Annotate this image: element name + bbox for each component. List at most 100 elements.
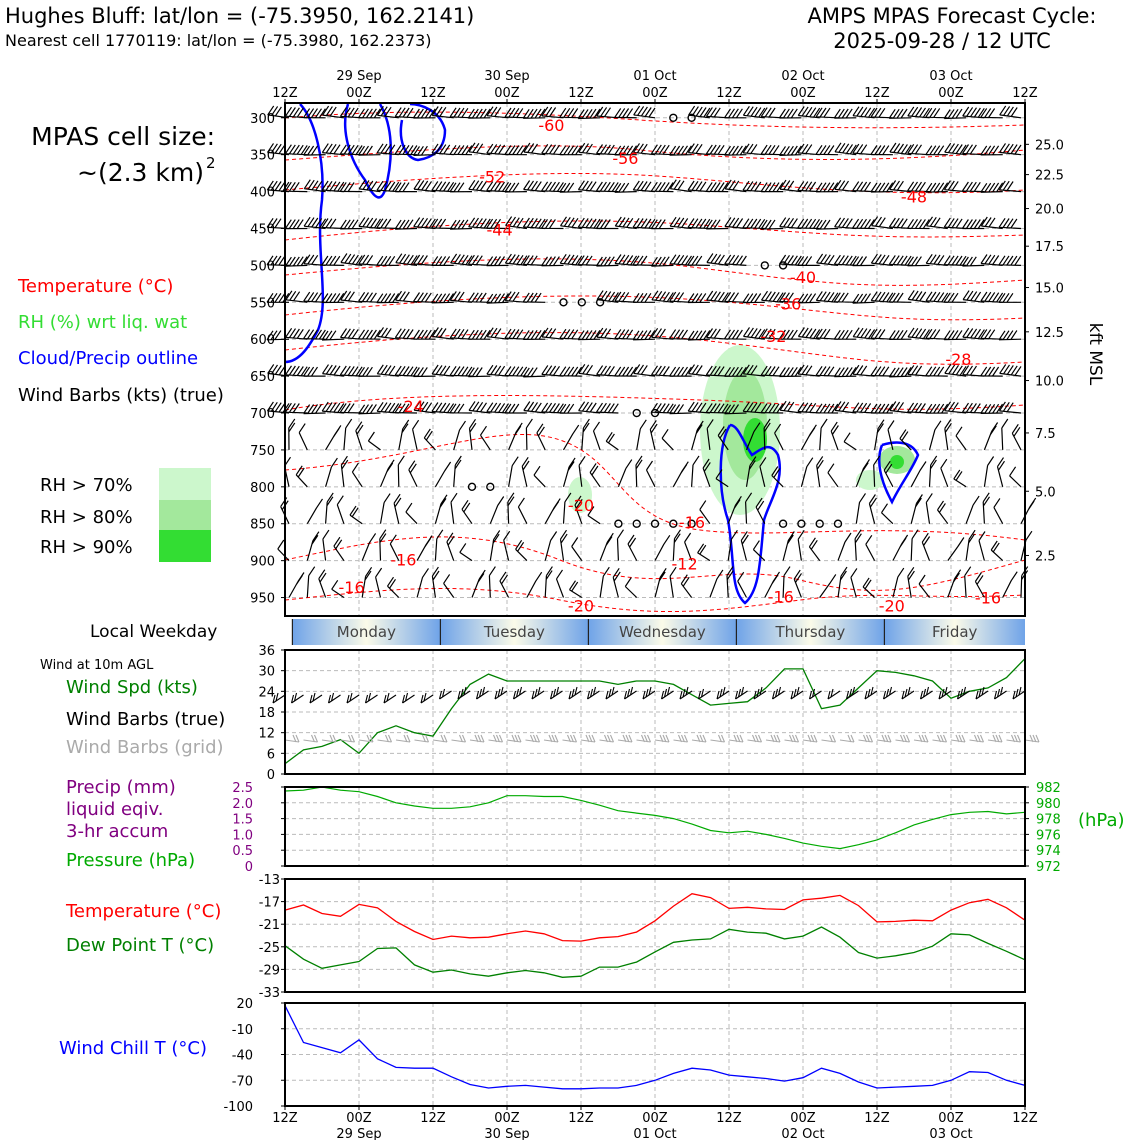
surface-wind-barb-grid xyxy=(913,734,929,743)
surface-wind-barb-grid xyxy=(654,734,670,743)
top-date-label: 03 Oct xyxy=(929,69,972,84)
calm-wind-marker xyxy=(614,519,623,528)
wind-barb xyxy=(870,291,894,303)
wind-barb xyxy=(486,256,509,267)
wind-barb xyxy=(322,529,330,561)
wind-barb xyxy=(340,328,363,340)
wind-barb xyxy=(544,498,561,524)
temperature-isotherm xyxy=(284,587,1026,613)
wind-barb xyxy=(267,364,290,377)
wind-barb xyxy=(468,179,491,193)
wind-barb xyxy=(672,461,689,488)
wind-barb xyxy=(450,253,473,266)
wind-barb xyxy=(431,106,454,119)
wind-barb xyxy=(925,107,948,119)
wind-barb xyxy=(850,568,858,598)
wind-barb xyxy=(808,537,821,561)
wind-barb xyxy=(266,292,290,303)
wind-barb xyxy=(779,254,802,266)
wind-barb xyxy=(815,182,839,193)
wind-barb xyxy=(577,329,601,341)
precip-tick-label: 0 xyxy=(245,860,253,875)
wind-barb xyxy=(852,402,875,414)
wind-barb xyxy=(907,290,930,303)
wind-barb xyxy=(980,216,1003,230)
surface-wind-barb-grid xyxy=(303,734,319,743)
wind-barb xyxy=(508,456,519,487)
bottom-x-tick-label: 12Z xyxy=(864,1111,890,1126)
wind-barb xyxy=(449,182,473,193)
temperature-legend: Temperature (°C) Dew Point T (°C) xyxy=(65,901,221,956)
wind-barb xyxy=(699,500,711,525)
surface-wind-barb-true xyxy=(753,686,767,700)
wind-barb xyxy=(871,216,893,230)
pressure-tick-label: 974 xyxy=(1036,844,1061,859)
surface-wind-barb-grid xyxy=(1024,734,1040,743)
wind-barb xyxy=(819,418,828,450)
pressure-tick-label: 900 xyxy=(250,555,275,570)
height-tick-label: 7.5 xyxy=(1035,427,1056,442)
wind-barb xyxy=(843,432,857,451)
wind-barb xyxy=(562,424,580,451)
wind-barb xyxy=(578,455,586,487)
wind-barb xyxy=(306,566,316,598)
wind-barb xyxy=(614,145,637,156)
wind-barb xyxy=(743,327,766,340)
pressure-tick-label: 750 xyxy=(250,444,275,459)
cross-section-panel: 12Z 00Z 12Z 00Z 12Z 00Z 12Z 00Z 12Z 00Z 12Z 29 Sep 3… xyxy=(250,69,1105,617)
surface-wind-barb-true xyxy=(790,686,804,700)
wind-barb xyxy=(706,328,729,340)
wind-barb xyxy=(632,217,656,230)
wind-barb xyxy=(541,143,564,156)
wind-barb xyxy=(522,217,546,230)
wind-barb xyxy=(669,254,692,266)
wind-barb xyxy=(926,216,948,230)
wind-barb xyxy=(367,431,381,451)
wind-barb xyxy=(303,254,326,266)
wind-barb xyxy=(599,566,610,598)
wind-barb xyxy=(706,253,729,266)
wind-barb xyxy=(974,572,985,598)
wind-barb xyxy=(999,364,1022,377)
surface-wind-barb-true xyxy=(383,692,397,704)
wind-barb xyxy=(614,216,637,230)
y-tick-label: -100 xyxy=(223,1100,253,1115)
surface-wind-barb-grid xyxy=(451,734,467,743)
wind-barb xyxy=(285,327,308,340)
wind-barb xyxy=(614,254,638,266)
surface-wind-barb-grid xyxy=(340,734,356,743)
wind-barb xyxy=(669,366,692,377)
wind-barb xyxy=(852,106,876,119)
wind-barb xyxy=(284,181,308,193)
wind-barb xyxy=(449,365,473,377)
wind-barb xyxy=(376,218,399,230)
wind-barb xyxy=(727,495,742,524)
wind-barb xyxy=(408,460,418,488)
wind-barb xyxy=(559,145,583,156)
wind-barb xyxy=(724,366,747,377)
wind-barb xyxy=(413,254,436,266)
wind-barb xyxy=(947,569,962,598)
surface-wind-barb-true xyxy=(919,686,933,700)
wind-barb xyxy=(724,404,747,415)
y-tick-label: 12 xyxy=(258,727,275,742)
wind-barb xyxy=(562,492,572,524)
bottom-x-tick-label: 00Z xyxy=(346,1111,372,1126)
wind-barb xyxy=(669,291,692,303)
bottom-x-tick-label: 12Z xyxy=(716,1111,742,1126)
temperature-contour-label: -52 xyxy=(479,168,505,187)
wind-barb xyxy=(892,534,909,561)
wind-barb xyxy=(267,143,290,156)
cycle-time: 2025-09-28 / 12 UTC xyxy=(833,29,1051,53)
wind-barb xyxy=(599,532,614,561)
wind-barb xyxy=(627,534,638,561)
surface-wind-barb-grid xyxy=(1006,734,1022,743)
wind-barb xyxy=(325,425,342,451)
wind-barb xyxy=(910,494,923,524)
wind-barb xyxy=(943,180,967,193)
wind-barb xyxy=(559,107,582,119)
wind-barb xyxy=(394,107,418,119)
wind-barb xyxy=(443,574,455,598)
calm-wind-marker xyxy=(669,519,678,528)
wind-barb xyxy=(815,328,839,340)
